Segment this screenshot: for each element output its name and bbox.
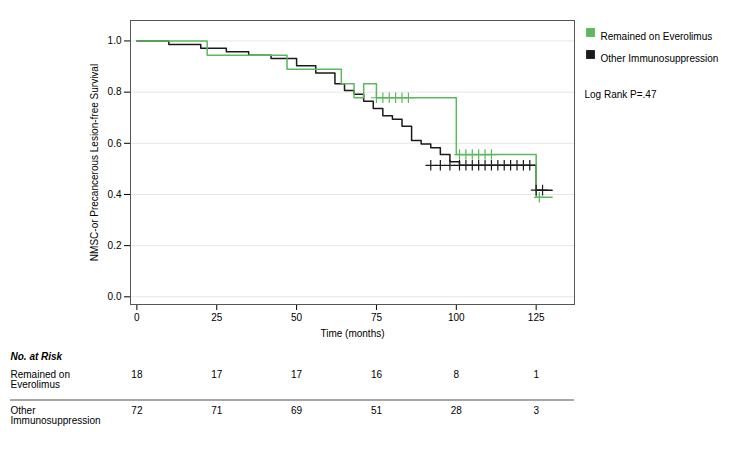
svg-text:125: 125 xyxy=(528,312,545,323)
svg-text:0.0: 0.0 xyxy=(108,291,122,302)
svg-text:18: 18 xyxy=(131,369,143,380)
svg-text:NMSC-or Precancerous Lesion-fr: NMSC-or Precancerous Lesion-free Surviva… xyxy=(89,64,100,261)
svg-text:100: 100 xyxy=(448,312,465,323)
svg-text:1.0: 1.0 xyxy=(108,35,122,46)
svg-text:71: 71 xyxy=(211,405,223,416)
svg-text:0.4: 0.4 xyxy=(108,189,122,200)
svg-text:50: 50 xyxy=(291,312,303,323)
svg-text:17: 17 xyxy=(211,369,223,380)
svg-text:OtherImmunosuppression: OtherImmunosuppression xyxy=(11,405,101,426)
svg-text:17: 17 xyxy=(291,369,303,380)
svg-text:28: 28 xyxy=(451,405,463,416)
svg-text:0.6: 0.6 xyxy=(108,138,122,149)
svg-text:3: 3 xyxy=(533,405,539,416)
svg-text:51: 51 xyxy=(371,405,383,416)
svg-text:Other Immunosuppression: Other Immunosuppression xyxy=(601,53,719,64)
svg-text:69: 69 xyxy=(291,405,303,416)
svg-text:75: 75 xyxy=(371,312,383,323)
svg-text:1: 1 xyxy=(533,369,539,380)
svg-text:0: 0 xyxy=(134,312,140,323)
svg-text:Remained onEverolimus: Remained onEverolimus xyxy=(11,369,70,390)
svg-text:0.2: 0.2 xyxy=(108,240,122,251)
svg-text:No. at Risk: No. at Risk xyxy=(11,351,63,362)
svg-text:72: 72 xyxy=(131,405,143,416)
svg-text:Log Rank P=.47: Log Rank P=.47 xyxy=(585,89,657,100)
svg-text:Time (months): Time (months) xyxy=(320,328,384,339)
svg-text:8: 8 xyxy=(454,369,460,380)
svg-text:0.8: 0.8 xyxy=(108,86,122,97)
svg-text:Remained on Everolimus: Remained on Everolimus xyxy=(601,31,713,42)
svg-text:25: 25 xyxy=(211,312,223,323)
svg-text:16: 16 xyxy=(371,369,383,380)
